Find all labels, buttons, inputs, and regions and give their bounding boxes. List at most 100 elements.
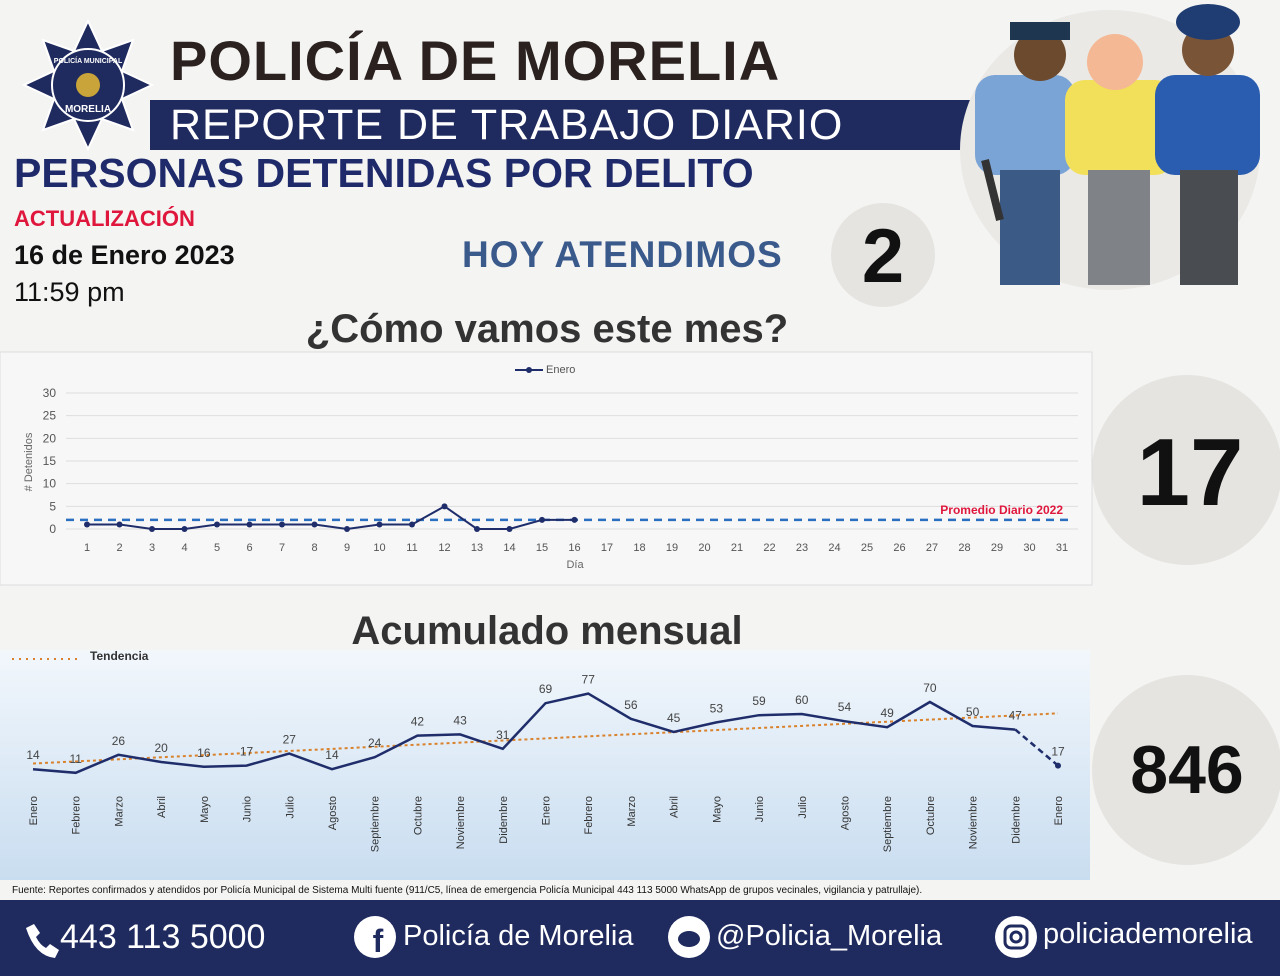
header-subtitle: REPORTE DE TRABAJO DIARIO: [170, 101, 844, 149]
data-label: 11: [69, 752, 82, 766]
data-label: 45: [667, 711, 681, 725]
data-label: 14: [26, 748, 40, 762]
chart2-title: Acumulado mensual: [351, 609, 742, 653]
x-tick-label: 21: [731, 542, 743, 554]
month-circle: [1092, 375, 1280, 565]
footer-twitter: @Policia_Morelia: [716, 920, 943, 952]
footer-bar: [0, 900, 1280, 976]
data-label: 26: [112, 734, 126, 748]
y-tick-label: 20: [43, 431, 57, 445]
x-tick-label: 6: [246, 542, 252, 554]
x-tick-label: Agosto: [327, 796, 339, 830]
x-tick-label: 2: [116, 542, 122, 554]
point: [539, 516, 545, 523]
data-label: 43: [453, 713, 467, 727]
section-title: PERSONAS DETENIDAS POR DELITO: [14, 150, 754, 196]
point: [344, 526, 350, 532]
footer-facebook: Policía de Morelia: [403, 920, 634, 952]
y-tick-label: 30: [43, 386, 57, 400]
x-tick-label: 15: [536, 542, 548, 554]
data-label: 50: [966, 705, 980, 719]
x-tick-label: 20: [698, 542, 710, 554]
y-tick-label: 15: [43, 454, 57, 468]
series-line: [32, 692, 1016, 775]
data-label: 54: [838, 700, 852, 714]
x-tick-label: Julio: [284, 796, 296, 819]
point: [246, 521, 253, 528]
police-illustration: [960, 4, 1260, 290]
data-label: 70: [923, 681, 937, 695]
x-tick-label: 28: [958, 542, 970, 554]
x-tick-label: 19: [666, 542, 678, 554]
data-label: 53: [710, 701, 724, 715]
point: [84, 521, 90, 528]
x-tick-label: Septiembre: [882, 796, 894, 852]
badge: POLICÍA MUNICIPAL MORELIA: [21, 18, 155, 152]
point: [409, 521, 415, 528]
x-tick-label: 1: [84, 542, 90, 554]
today-value: 2: [862, 214, 904, 299]
point: [506, 526, 513, 532]
header-band: [150, 100, 990, 150]
x-tick-label: Enero: [1053, 796, 1065, 825]
badge-bottom: MORELIA: [65, 104, 111, 115]
trend-legend-label: Tendencia: [90, 649, 149, 663]
x-tick-label: 12: [438, 542, 450, 554]
data-label: 17: [1051, 745, 1065, 759]
data-label: 42: [411, 715, 425, 729]
y-tick-label: 25: [43, 409, 57, 423]
x-axis-label: Día: [566, 559, 584, 571]
data-label: 31: [496, 728, 510, 742]
x-tick-label: 18: [633, 542, 645, 554]
update-label: ACTUALIZACIÓN: [14, 206, 195, 231]
point: [376, 521, 383, 528]
point: [571, 516, 578, 523]
x-tick-label: Mayo: [199, 796, 211, 823]
x-tick-label: 4: [181, 542, 187, 554]
point: [441, 503, 448, 510]
x-tick-label: 13: [471, 542, 483, 554]
cumulative-circle: [1092, 675, 1280, 865]
point: [311, 521, 318, 528]
x-tick-label: 26: [893, 542, 905, 554]
x-tick-label: Enero: [541, 796, 553, 825]
x-tick-label: Julio: [797, 796, 809, 819]
legend-marker: [526, 367, 532, 373]
y-tick-label: 10: [43, 477, 57, 491]
x-tick-label: 30: [1023, 542, 1035, 554]
point: [214, 521, 220, 528]
x-tick-label: Abril: [669, 796, 681, 818]
point: [1055, 762, 1061, 769]
month-total: 17: [1137, 419, 1244, 526]
x-tick-label: Octubre: [412, 796, 424, 835]
cumulative-total: 846: [1130, 732, 1243, 808]
x-tick-label: Septiembre: [370, 796, 382, 852]
data-label: 59: [752, 694, 766, 708]
x-tick-label: 25: [861, 542, 873, 554]
data-label: 49: [880, 706, 894, 720]
x-tick-label: 5: [214, 542, 220, 554]
data-label: 17: [240, 745, 254, 759]
point: [149, 526, 155, 532]
svg-text:f: f: [373, 923, 384, 959]
data-label: 14: [325, 748, 339, 762]
x-tick-label: 14: [503, 542, 515, 554]
footer-phone: 443 113 5000: [60, 918, 266, 956]
x-tick-label: 8: [311, 542, 317, 554]
x-tick-label: Marzo: [626, 796, 638, 827]
x-tick-label: Agosto: [839, 796, 851, 830]
point: [279, 521, 285, 528]
today-circle: [831, 203, 935, 307]
data-label: 69: [539, 682, 553, 696]
x-tick-label: 31: [1056, 542, 1068, 554]
x-tick-label: 9: [344, 542, 350, 554]
x-tick-label: 22: [763, 542, 775, 554]
x-tick-label: Noviembre: [968, 796, 980, 849]
chart1-panel: [0, 351, 1093, 586]
x-tick-label: 24: [828, 542, 840, 554]
x-tick-label: 29: [991, 542, 1003, 554]
x-tick-label: 11: [406, 542, 417, 554]
data-label: 56: [624, 698, 638, 712]
